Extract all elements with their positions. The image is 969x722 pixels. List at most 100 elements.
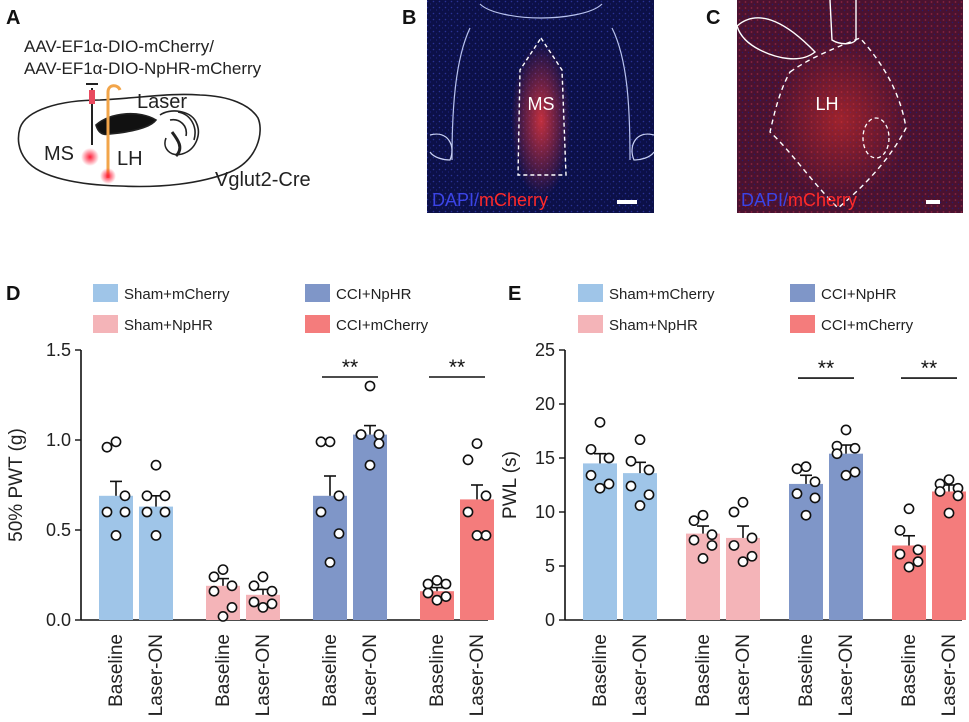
mcherry-stain-label: mCherry [479,190,548,210]
data-point [697,553,709,564]
y-tick-label: 0 [545,610,555,630]
lh-stain-legend: DAPI/mCherry [741,190,857,210]
y-tick-label: 1.5 [46,340,71,360]
panel-label-b: B [402,7,416,29]
data-point [894,548,906,560]
data-point [688,534,700,546]
data-point [333,528,345,539]
legend-swatch [578,284,603,302]
data-point [943,507,955,519]
data-point [840,424,852,436]
dapi-stain-label: DAPI [741,190,783,210]
scale-bar [617,200,637,204]
bar [829,453,863,620]
x-tick-label: Laser-ON [360,634,381,716]
y-tick-label: 5 [545,556,555,576]
data-point [603,478,615,490]
lh-outline [769,37,907,209]
dapi-stain-label: DAPI [432,190,474,210]
y-tick-label: 1.0 [46,430,71,450]
data-point [894,524,906,536]
data-point [248,580,260,592]
bar [726,537,760,620]
panel-label-c: C [706,7,720,29]
data-point [603,452,615,464]
data-point [625,480,637,492]
significance-label: ** [818,357,834,380]
data-point [101,441,113,453]
legend-swatch [790,315,815,333]
data-point [208,571,220,583]
mouse-line-label: Vglut2-Cre [215,169,311,191]
legend-label: CCI+NpHR [336,286,412,303]
x-tick-label: Baseline [427,634,448,707]
legend-e: Sham+mCherry CCI+NpHR Sham+NpHR CCI+mCherry [578,284,914,334]
data-point [333,490,345,502]
panel-e: E Sham+mCherry CCI+NpHR Sham+NpHR CCI+mCher… [500,283,966,716]
data-point [634,500,646,511]
y-tick-label: 10 [535,502,555,522]
x-tick-label: Laser-ON [630,634,651,716]
mouse-brain-schematic [17,93,261,188]
y-tick-label: 25 [535,340,555,360]
data-point [217,564,229,575]
legend-swatch [305,315,330,333]
lh-region-label: LH [815,94,838,114]
data-point [159,506,171,518]
data-point [324,557,336,568]
x-tick-label: Baseline [106,634,127,707]
data-point [809,492,821,504]
data-point [440,591,452,602]
legend-swatch [93,284,118,302]
data-point [594,482,606,494]
virus-syringe-icon [89,90,95,104]
data-point [831,448,843,460]
data-point [159,490,171,502]
data-point [903,503,915,515]
legend-label: CCI+mCherry [336,317,429,334]
data-point [110,530,122,541]
data-point [119,490,131,502]
legend-label: CCI+NpHR [821,286,897,303]
legend-swatch [93,315,118,333]
data-point [912,544,924,556]
panel-label-d: D [6,283,20,305]
panel-a: A AAV-EF1α-DIO-mCherry/ AAV-EF1α-DIO-NpH… [6,7,311,191]
data-point [728,506,740,518]
data-point [912,556,924,568]
data-point [226,580,238,592]
data-point [625,455,637,467]
data-point [585,443,597,455]
data-point [324,436,336,448]
x-tick-label: Laser-ON [253,634,274,716]
x-tick-label: Laser-ON [467,634,488,716]
data-point [440,578,452,590]
data-point [480,530,492,541]
data-point [266,598,278,610]
y-axis-label: 50% PWT (g) [6,428,27,542]
stain-separator: / [474,190,479,210]
legend-swatch [578,315,603,333]
data-point [791,488,803,500]
data-point [315,436,327,448]
data-point [791,463,803,475]
x-tick-label: Baseline [590,634,611,707]
legend-label: Sham+mCherry [124,286,230,303]
data-point [373,429,385,440]
data-point [634,434,646,446]
x-tick-label: Baseline [899,634,920,707]
x-tick-label: Baseline [213,634,234,707]
x-tick-label: Baseline [320,634,341,707]
data-point [594,416,606,428]
x-tick-label: Baseline [796,634,817,707]
data-point [226,602,238,613]
panel-label-a: A [6,7,20,29]
data-point [355,429,367,440]
legend-d: Sham+mCherry CCI+NpHR Sham+NpHR CCI+mCherry [93,284,429,334]
ms-label: MS [44,143,74,165]
significance-label: ** [921,357,937,380]
data-point [315,506,327,518]
data-point [110,436,122,448]
laser-label: Laser [137,91,187,113]
